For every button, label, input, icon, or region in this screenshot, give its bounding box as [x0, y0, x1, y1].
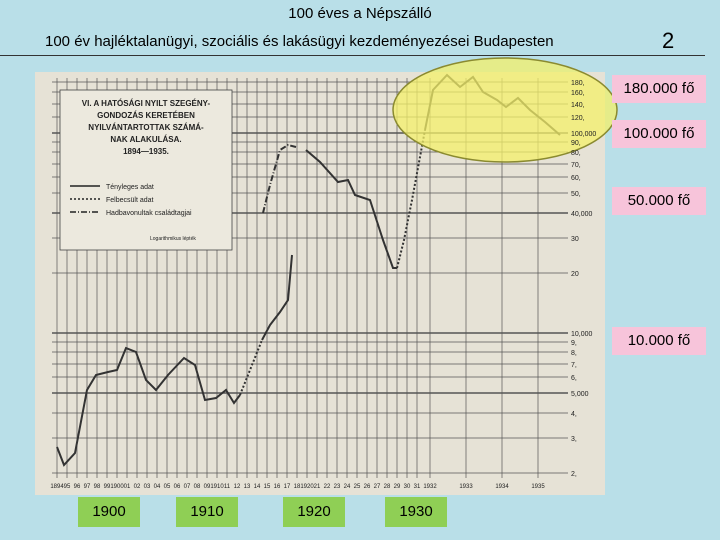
axis-label: 40,000 [571, 211, 593, 218]
axis-label: 50, [571, 191, 581, 198]
axis-label: 1910 [210, 484, 224, 490]
axis-label: 8, [571, 350, 577, 357]
year-label: 1920 [283, 497, 345, 527]
axis-label: 96 [74, 484, 81, 490]
axis-label: 95 [64, 484, 71, 490]
axis-label: 29 [394, 484, 401, 490]
trend-line-solid [261, 254, 293, 341]
scan-text: 180, 160, 140, 120, 100,000 90, 80, 70, 60, 50, 40… [50, 80, 596, 490]
axis-label: 24 [344, 484, 351, 490]
axis-label: 80, [571, 150, 581, 157]
legend-label: Hadbavonultak családtagjai [106, 210, 192, 217]
axis-label: 90, [571, 140, 581, 147]
axis-label: 16 [274, 484, 281, 490]
axis-label: 1920 [300, 484, 314, 490]
trend-line-military [262, 143, 297, 214]
callout-label: 100.000 fő [612, 120, 706, 148]
trend-line-solid [305, 149, 397, 269]
year-label: 1900 [78, 497, 140, 527]
axis-label: 01 [124, 484, 131, 490]
year-label: 1910 [176, 497, 238, 527]
trend-line-estimated [239, 339, 263, 396]
axis-label: 1894 [50, 484, 64, 490]
scan-title: 1894—1935. [123, 147, 169, 156]
axis-label: 9, [571, 340, 577, 347]
axis-label: 6, [571, 375, 577, 382]
axis-label: 05 [164, 484, 171, 490]
axis-label: 120, [571, 115, 585, 122]
axis-label: 140, [571, 102, 585, 109]
axis-label: 70, [571, 162, 581, 169]
axis-label: 30 [404, 484, 411, 490]
axis-label: 20 [571, 271, 579, 278]
axis-label: 02 [134, 484, 141, 490]
trend-line-estimated [396, 129, 426, 269]
scan-title: VI. A HATÓSÁGI NYILT SZEGÉNY- [82, 99, 211, 108]
axis-label: 160, [571, 90, 585, 97]
axis-label: 21 [314, 484, 321, 490]
axis-label: 15 [264, 484, 271, 490]
trend-line-solid [56, 346, 241, 467]
axis-label: 3, [571, 436, 577, 443]
axis-label: 22 [324, 484, 331, 490]
slide-title: 100 éves a Népszálló [288, 5, 432, 22]
axis-label: 1932 [423, 484, 437, 490]
axis-label: 4, [571, 411, 577, 418]
axis-label: 17 [284, 484, 291, 490]
axis-label: 100,000 [571, 131, 596, 138]
axis-label: 04 [154, 484, 161, 490]
axis-label: 1934 [495, 484, 509, 490]
axis-label: 26 [364, 484, 371, 490]
axis-label: 98 [94, 484, 101, 490]
axis-label: 25 [354, 484, 361, 490]
slide-subtitle: 100 év hajléktalanügyi, szociális és lak… [45, 33, 554, 50]
axis-label: 30 [571, 236, 579, 243]
axis-label: 1933 [459, 484, 473, 490]
scan-title: GONDOZÁS KERETÉBEN [97, 111, 195, 120]
axis-label: 7, [571, 362, 577, 369]
legend-label: Felbecsült adat [106, 197, 154, 204]
page-number: 2 [662, 28, 675, 53]
axis-label: 1935 [531, 484, 545, 490]
highlight-ellipse [392, 57, 618, 163]
axis-label: 2, [571, 471, 577, 478]
scan-title: NAK ALAKULÁSA. [110, 135, 181, 144]
axis-label: 31 [414, 484, 421, 490]
callout-label: 50.000 fő [612, 187, 706, 215]
scan-box [59, 89, 233, 251]
axis-label: 60, [571, 175, 581, 182]
axis-label: 23 [334, 484, 341, 490]
callout-label: 180.000 fő [612, 75, 706, 103]
divider [0, 55, 705, 56]
callout-label: 10.000 fő [612, 327, 706, 355]
axis-label: 27 [374, 484, 381, 490]
axis-label: 06 [174, 484, 181, 490]
year-label: 1930 [385, 497, 447, 527]
axis-label: 03 [144, 484, 151, 490]
axis-label: 14 [254, 484, 261, 490]
axis-label: 97 [84, 484, 91, 490]
axis-label: 5,000 [571, 391, 589, 398]
axis-label: 12 [234, 484, 241, 490]
scan-title: NYILVÁNTARTOTTAK SZÁMÁ- [88, 123, 204, 132]
axis-label: 18 [294, 484, 301, 490]
legend-label: Tényleges adat [106, 184, 154, 191]
scale-note: Logarithmikus lépték [150, 236, 196, 242]
axis-label: 99 [104, 484, 111, 490]
axis-label: 09 [204, 484, 211, 490]
axis-label: 13 [244, 484, 251, 490]
axis-label: 1900 [110, 484, 124, 490]
axis-label: 180, [571, 80, 585, 87]
axis-label: 11 [224, 484, 231, 490]
axis-label: 28 [384, 484, 391, 490]
axis-label: 10,000 [571, 331, 593, 338]
axis-label: 08 [194, 484, 201, 490]
axis-label: 07 [184, 484, 191, 490]
